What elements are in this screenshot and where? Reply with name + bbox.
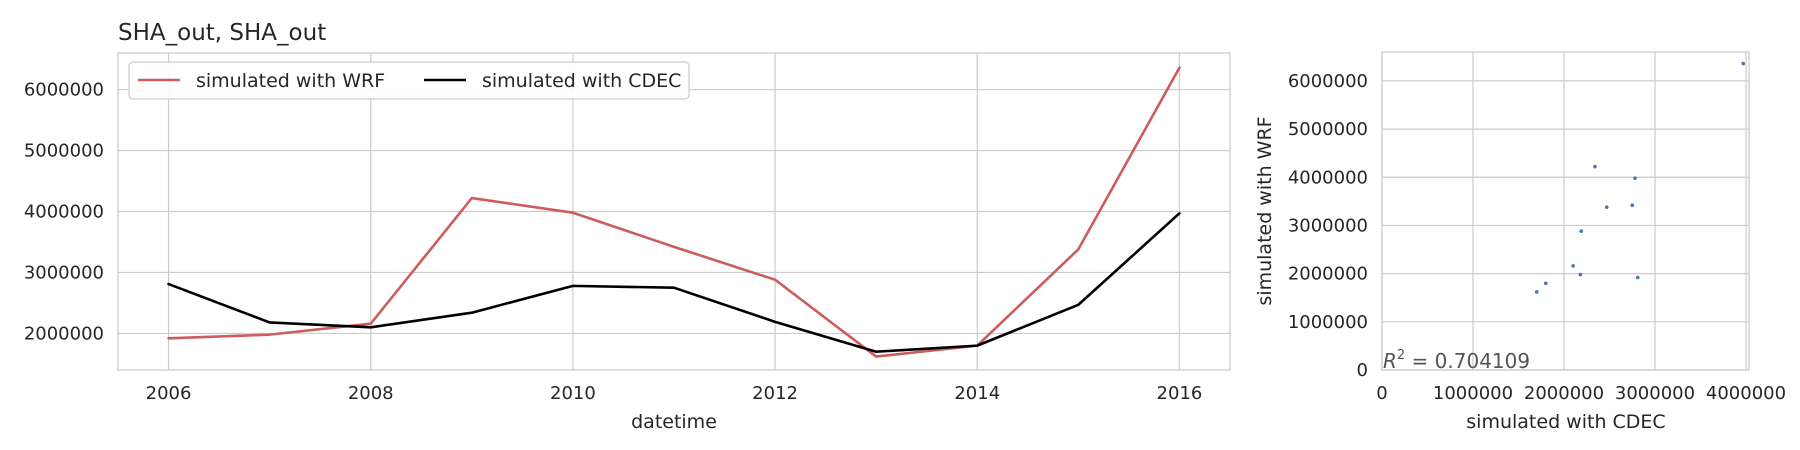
legend-box [128,61,690,100]
scatter-point [1544,281,1548,286]
scatter-point [1571,264,1575,268]
scatter-x-tick-label: 1000000 [1433,383,1513,404]
right-plot-frame [1381,51,1750,371]
scatter-x-tick-label: 4000000 [1706,383,1786,404]
y-tick-label: 6000000 [24,80,104,101]
scatter-x-tick-label: 3000000 [1615,383,1695,404]
r-squared-annotation: R2 = 0.704109 [1383,348,1530,373]
x-tick-label: 2014 [954,383,1000,404]
scatter-chart: 0 1000000 2000000 3000000 4000000 0 1000000 200… [1254,51,1786,433]
scatter-point [1630,203,1635,208]
scatter-y-tick-label: 5000000 [1288,119,1368,140]
x-tick-label: 2012 [752,383,798,404]
y-tick-label: 3000000 [24,262,104,283]
left-tick-labels: 2006 2008 2010 2012 2014 2016 2000000 3000000 40… [24,80,1203,404]
scatter-point [1579,229,1584,234]
scatter-point [1635,275,1640,280]
x-tick-label: 2006 [146,383,192,404]
scatter-point [1534,290,1539,294]
y-tick-label: 4000000 [24,202,104,223]
scatter-point [1578,272,1583,277]
scatter-y-tick-label: 2000000 [1288,264,1368,285]
scatter-x-tick-label: 2000000 [1524,383,1604,404]
series-line-wrf [167,66,1181,358]
scatter-points [1534,61,1746,294]
y-tick-label: 5000000 [24,141,104,162]
legend: simulated with WRF simulated with CDEC [128,61,690,100]
scatter-y-tick-label: 1000000 [1288,312,1368,333]
right-tick-labels: 0 1000000 2000000 3000000 4000000 0 1000000 200… [1288,71,1786,404]
scatter-point [1741,61,1746,66]
y-tick-label: 2000000 [24,323,104,344]
x-tick-label: 2016 [1157,383,1203,404]
scatter-x-tick-label: 0 [1376,383,1387,404]
x-tick-label: 2010 [550,383,596,404]
r-squared-exponent: 2 [1397,348,1405,363]
x-tick-label: 2008 [348,383,394,404]
scatter-y-tick-label: 4000000 [1288,167,1368,188]
right-grid [1381,52,1749,371]
left-plot-frame [117,52,1231,371]
scatter-y-tick-label: 3000000 [1288,215,1368,236]
legend-label-wrf: simulated with WRF [196,70,385,92]
scatter-point [1633,176,1637,181]
scatter-y-tick-label: 6000000 [1288,71,1368,92]
scatter-x-axis-label: simulated with CDEC [1466,411,1665,433]
r-squared-symbol: R [1383,349,1397,373]
scatter-point [1593,164,1597,169]
time-series-chart: SHA_out, SHA_out 2006 2008 2010 2012 2014 201… [24,20,1231,433]
legend-label-cdec: simulated with CDEC [482,70,681,92]
scatter-y-axis-label: simulated with WRF [1254,116,1276,305]
scatter-y-tick-label: 0 [1357,360,1368,381]
left-series-group [167,66,1181,358]
r-squared-value: = 0.704109 [1405,349,1530,373]
scatter-point [1604,205,1609,209]
chart-title: SHA_out, SHA_out [118,20,326,46]
x-axis-label: datetime [631,411,717,433]
series-line-cdec [167,212,1181,354]
